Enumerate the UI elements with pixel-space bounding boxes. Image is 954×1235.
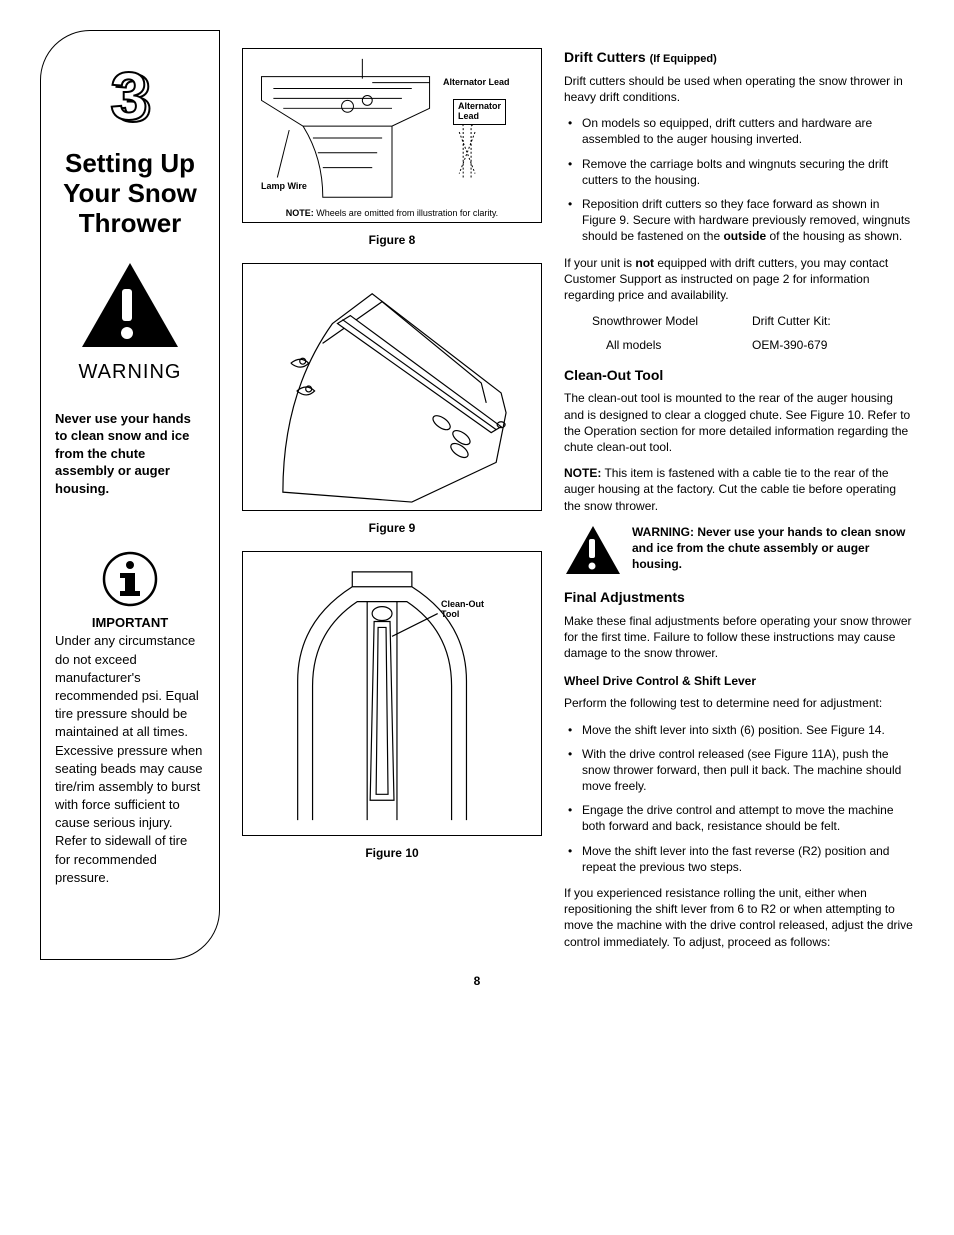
list-item: Engage the drive control and attempt to … <box>564 802 914 834</box>
list-item: Reposition drift cutters so they face fo… <box>564 196 914 245</box>
figure-9-caption: Figure 9 <box>242 521 542 535</box>
heading-wheel: Wheel Drive Control & Shift Lever <box>564 673 914 689</box>
warning-triangle-icon <box>80 261 180 351</box>
list-item: Move the shift lever into the fast rever… <box>564 843 914 875</box>
table-header: Snowthrower Model <box>592 313 722 329</box>
title-line-3: Thrower <box>79 208 182 238</box>
figure-10-box: Clean-OutTool <box>242 551 542 836</box>
label-lamp-wire: Lamp Wire <box>261 181 307 191</box>
figure-10-caption: Figure 10 <box>242 846 542 860</box>
drift-para-2: If your unit is not equipped with drift … <box>564 255 914 304</box>
page-number: 8 <box>40 974 914 988</box>
important-heading: IMPORTANT <box>92 615 168 630</box>
label-cleanout-tool: Clean-OutTool <box>441 600 484 620</box>
figure-8-note: NOTE: Wheels are omitted from illustrati… <box>243 202 541 222</box>
figure-8: Alternator Lead AlternatorLead Lamp Wire… <box>242 48 542 253</box>
figure-9-box <box>242 263 542 511</box>
warning-box: WARNING: Never use your hands to clean s… <box>564 524 914 576</box>
warning-heading: WARNING <box>79 361 182 384</box>
figure-9: Figure 9 <box>242 263 542 541</box>
drift-cutter-kit-table: Snowthrower Model All models Drift Cutte… <box>564 313 914 353</box>
clean-para-1: The clean-out tool is mounted to the rea… <box>564 390 914 455</box>
heading-drift-cutters: Drift Cutters (If Equipped) <box>564 48 914 67</box>
chapter-title: Setting Up Your Snow Thrower <box>63 149 197 239</box>
important-text: Under any circumstance do not exceed man… <box>55 632 205 887</box>
drift-para-1: Drift cutters should be used when operat… <box>564 73 914 105</box>
table-cell: All models <box>592 337 722 353</box>
sidebar-panel: 3 3 Setting Up Your Snow Thrower WARNING… <box>40 30 220 960</box>
heading-cleanout: Clean-Out Tool <box>564 366 914 385</box>
clean-para-2: NOTE: This item is fastened with a cable… <box>564 465 914 514</box>
label-alternator-lead-2: AlternatorLead <box>453 99 506 125</box>
chapter-3: 3 <box>110 59 148 134</box>
title-line-2: Your Snow <box>63 178 197 208</box>
wheel-para-1: Perform the following test to determine … <box>564 695 914 711</box>
right-column: Drift Cutters (If Equipped) Drift cutter… <box>564 30 914 960</box>
table-col-1: Snowthrower Model All models <box>592 313 722 353</box>
title-line-1: Setting Up <box>65 148 195 178</box>
table-col-2: Drift Cutter Kit: OEM-390-679 <box>752 313 831 353</box>
list-item: Move the shift lever into sixth (6) posi… <box>564 722 914 738</box>
list-item: On models so equipped, drift cutters and… <box>564 115 914 147</box>
wheel-list: Move the shift lever into sixth (6) posi… <box>564 722 914 876</box>
warning-text: Never use your hands to clean snow and i… <box>55 410 205 498</box>
label-alternator-lead-1: Alternator Lead <box>443 77 510 87</box>
figure-8-caption: Figure 8 <box>242 233 542 247</box>
figures-column: Alternator Lead AlternatorLead Lamp Wire… <box>242 30 542 960</box>
drift-list: On models so equipped, drift cutters and… <box>564 115 914 244</box>
final-para-1: Make these final adjustments before oper… <box>564 613 914 662</box>
table-cell: OEM-390-679 <box>752 337 831 353</box>
info-icon <box>102 551 158 607</box>
figure-8-box: Alternator Lead AlternatorLead Lamp Wire… <box>242 48 542 223</box>
chapter-number-graphic: 3 3 <box>95 59 165 139</box>
wheel-para-2: If you experienced resistance rolling th… <box>564 885 914 950</box>
list-item: Remove the carriage bolts and wingnuts s… <box>564 156 914 188</box>
table-header: Drift Cutter Kit: <box>752 313 831 329</box>
page-layout: 3 3 Setting Up Your Snow Thrower WARNING… <box>40 30 914 960</box>
heading-final: Final Adjustments <box>564 588 914 607</box>
figure-10: Clean-OutTool Figure 10 <box>242 551 542 866</box>
warning-box-text: WARNING: Never use your hands to clean s… <box>632 524 914 573</box>
list-item: With the drive control released (see Fig… <box>564 746 914 795</box>
warning-triangle-icon <box>564 524 622 576</box>
